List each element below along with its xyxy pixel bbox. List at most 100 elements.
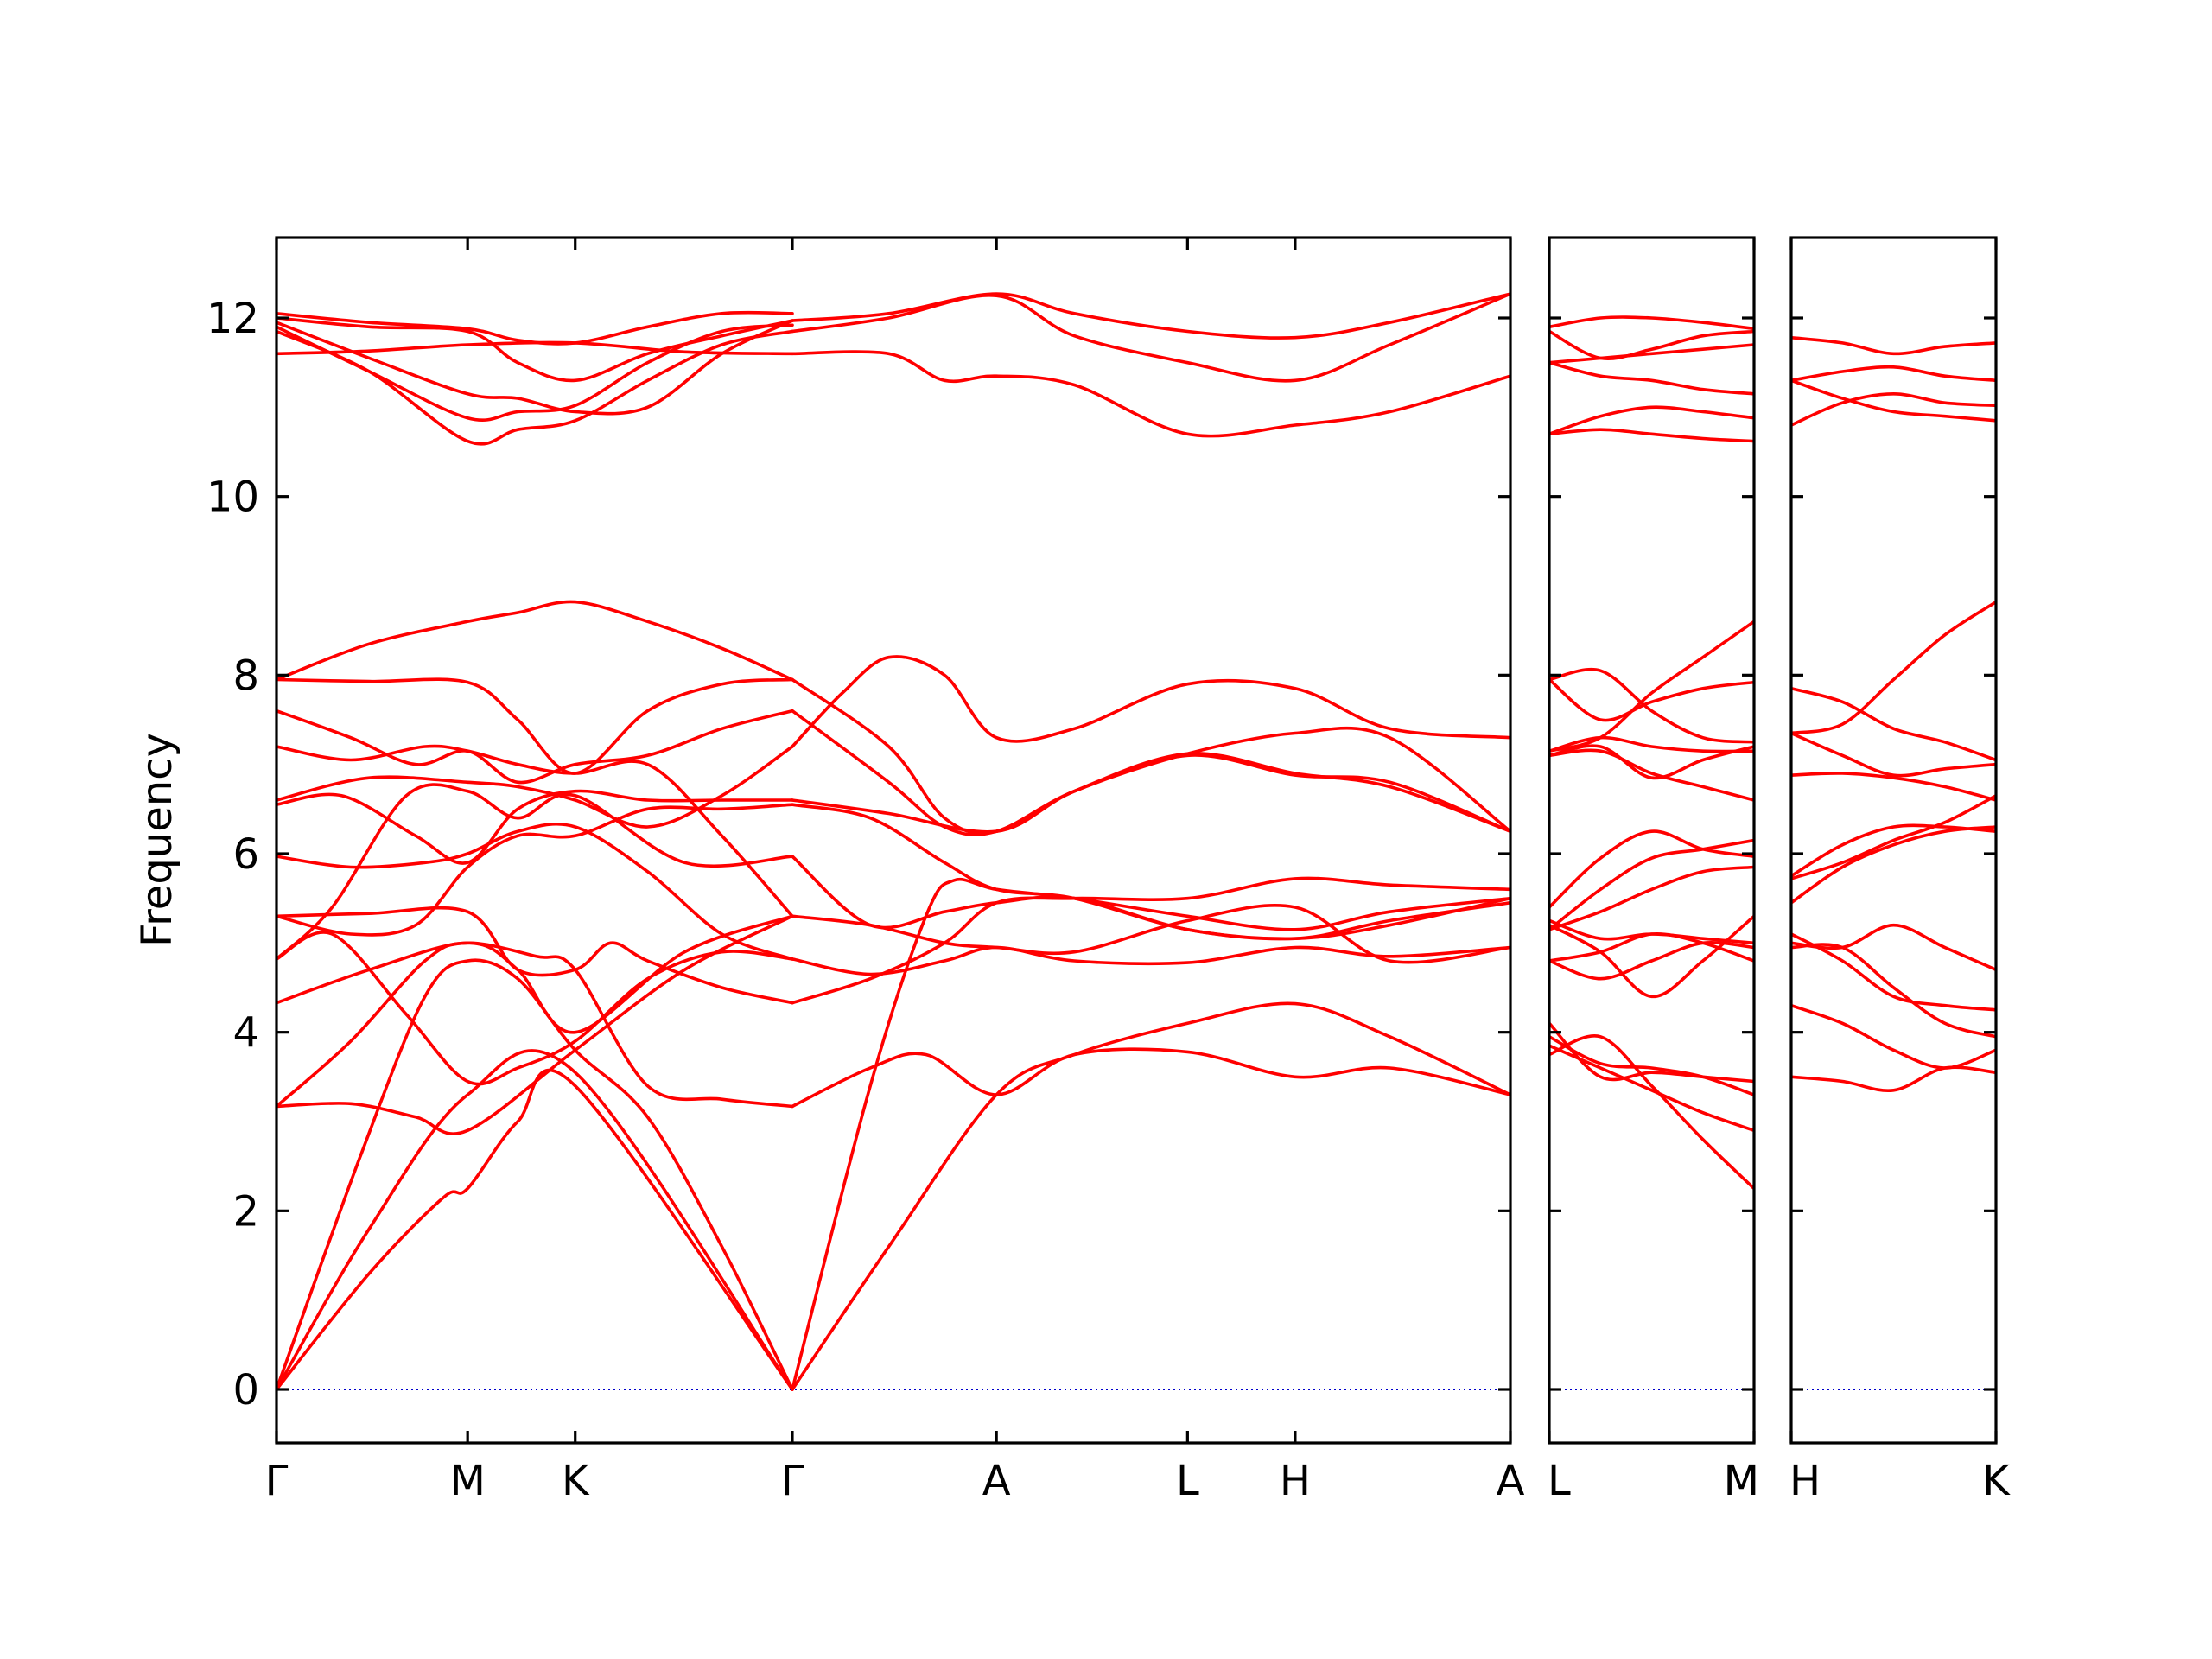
x-tick-label: M (449, 1457, 485, 1505)
band-33 (791, 655, 1510, 748)
band-13 (276, 745, 794, 829)
band-4 (1791, 923, 1996, 972)
band-2 (276, 1069, 794, 1391)
band-22 (1549, 329, 1754, 361)
band-38 (791, 292, 1510, 340)
band-21 (1549, 343, 1754, 365)
band-15 (1791, 365, 1996, 383)
band-18 (1549, 428, 1754, 443)
band-12 (1791, 687, 1996, 762)
band-19 (1549, 405, 1754, 436)
band-9 (1791, 772, 1996, 802)
band-14 (1791, 378, 1996, 423)
y-tick-label: 10 (207, 474, 259, 522)
x-tick-label: A (1497, 1457, 1525, 1505)
band-20 (276, 323, 794, 423)
band-5 (1791, 932, 1996, 1012)
x-tick-label: Γ (781, 1457, 804, 1505)
y-tick-label: 12 (207, 295, 259, 343)
y-axis-label: Frequency (133, 733, 181, 947)
band-1 (1549, 1034, 1754, 1191)
panel-1: 0 2 4 6 8 10 12 Γ M K Γ A L H A (207, 236, 1525, 1505)
band-15 (276, 709, 794, 785)
band-26 (791, 1047, 1510, 1109)
y-tick-label: 8 (232, 652, 259, 700)
band-10 (276, 803, 794, 937)
band-21 (276, 319, 794, 416)
band-16 (276, 677, 794, 775)
x-tick-label: K (562, 1457, 590, 1505)
band-16 (1549, 668, 1754, 744)
x-tick-label: L (1176, 1457, 1199, 1505)
band-7 (1549, 914, 1754, 999)
band-9 (1549, 865, 1754, 931)
band-23 (1549, 315, 1754, 331)
band-8 (276, 783, 794, 961)
panel-frame (1548, 236, 1756, 1445)
band-36 (791, 350, 1510, 438)
band-12 (276, 789, 794, 865)
band-19 (276, 329, 794, 446)
x-tick-label: M (1724, 1457, 1759, 1505)
band-6 (1791, 825, 1996, 905)
bands (1791, 335, 1996, 1390)
band-1 (1791, 1065, 1996, 1093)
band-35 (791, 677, 1510, 835)
y-tick-label: 4 (232, 1009, 259, 1058)
y-tick-label: 0 (232, 1366, 259, 1414)
band-20 (1549, 360, 1754, 396)
x-tick-label: Γ (265, 1457, 289, 1505)
band-5 (276, 941, 794, 1109)
band-30 (791, 855, 1510, 941)
band-16 (1791, 335, 1996, 356)
band-14 (1549, 735, 1754, 753)
x-tick-label: K (1982, 1457, 2011, 1505)
y-tick-label: 2 (232, 1187, 259, 1236)
band-7 (1791, 823, 1996, 878)
band-10 (1791, 731, 1996, 778)
bands (276, 292, 1510, 1391)
panel-frame (275, 236, 1512, 1445)
band-14 (276, 744, 794, 918)
band-10 (1549, 838, 1754, 931)
band-6 (1549, 940, 1754, 981)
band-32 (791, 726, 1510, 834)
band-1 (276, 1049, 794, 1391)
x-tick-label: H (1789, 1457, 1821, 1505)
band-11 (276, 822, 794, 961)
band-3 (1791, 943, 1996, 1039)
band-4 (276, 914, 794, 1135)
band-2 (1791, 1003, 1996, 1070)
band-13 (1549, 744, 1754, 780)
band-8 (1549, 918, 1754, 945)
bands (1549, 315, 1754, 1390)
band-23 (276, 310, 794, 346)
band-27 (791, 876, 1510, 1005)
band-31 (791, 803, 1510, 941)
band-24 (791, 1001, 1510, 1391)
panel-frame (1789, 236, 1998, 1445)
band-9 (276, 906, 794, 1005)
band-3 (276, 958, 794, 1391)
band-37 (791, 292, 1510, 383)
band-5 (1549, 931, 1754, 963)
band-11 (1791, 600, 1996, 735)
y-tick-label: 6 (232, 830, 259, 879)
band-8 (1791, 794, 1996, 880)
band-29 (791, 904, 1510, 964)
band-2 (1549, 1044, 1754, 1133)
band-12 (1549, 748, 1754, 802)
band-13 (1791, 392, 1996, 427)
band-17 (276, 600, 794, 682)
band-15 (1549, 677, 1754, 722)
band-3 (1549, 1035, 1754, 1096)
x-tick-label: A (982, 1457, 1011, 1505)
x-tick-label: H (1280, 1457, 1311, 1505)
x-tick-label: L (1548, 1457, 1571, 1505)
band-17 (1549, 620, 1754, 753)
band-22 (276, 316, 794, 383)
